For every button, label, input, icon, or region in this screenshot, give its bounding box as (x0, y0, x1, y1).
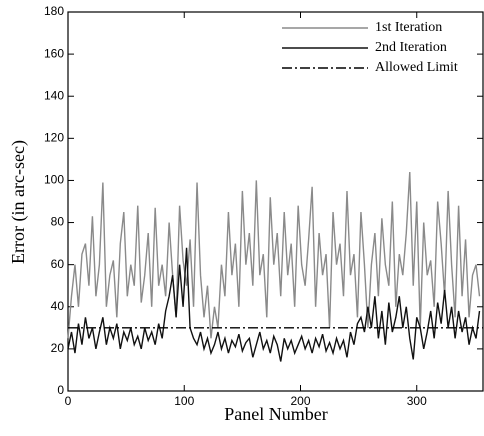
y-tick-label: 40 (51, 299, 65, 313)
y-tick-label: 140 (44, 88, 64, 102)
plot-frame (67, 11, 484, 392)
x-tick-label: 100 (174, 394, 194, 408)
legend-label: 2nd Iteration (375, 40, 447, 55)
y-tick-label: 180 (44, 4, 64, 18)
series-line (67, 247, 481, 362)
legend-label: Allowed Limit (375, 60, 458, 75)
series-line (67, 171, 481, 339)
x-tick-label: 200 (290, 394, 310, 408)
x-axis-label: Panel Number (224, 404, 327, 424)
y-tick-label: 0 (57, 383, 64, 397)
y-tick-label: 20 (51, 341, 65, 355)
y-tick-label: 60 (51, 257, 65, 271)
legend-label: 1st Iteration (375, 20, 442, 35)
y-axis-label: Error (in arc-sec) (8, 140, 29, 264)
x-tick-label: 0 (65, 394, 72, 408)
y-tick-label: 80 (51, 215, 65, 229)
y-tick-label: 160 (44, 46, 64, 60)
x-tick-label: 300 (407, 394, 427, 408)
y-tick-label: 100 (44, 173, 64, 187)
y-tick-label: 120 (44, 131, 64, 145)
